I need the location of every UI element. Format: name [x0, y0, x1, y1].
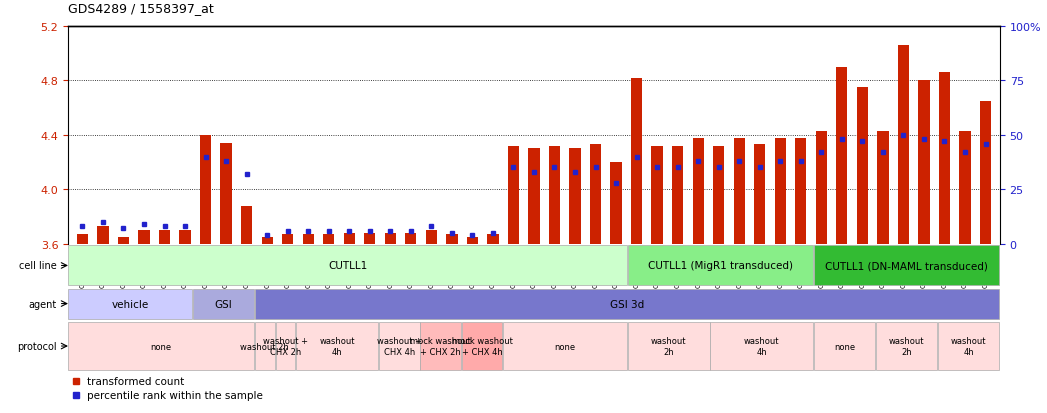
- Bar: [97, 226, 109, 244]
- Text: CUTLL1 (MigR1 transduced): CUTLL1 (MigR1 transduced): [648, 261, 793, 271]
- Text: washout +
CHX 4h: washout + CHX 4h: [377, 337, 422, 356]
- Bar: [754, 145, 765, 244]
- Text: washout 2h: washout 2h: [241, 342, 289, 351]
- Bar: [959, 131, 971, 244]
- Bar: [343, 233, 355, 244]
- Text: protocol: protocol: [17, 341, 57, 351]
- Bar: [529, 149, 539, 244]
- Bar: [200, 135, 211, 244]
- Bar: [504, 322, 627, 370]
- Text: washout
2h: washout 2h: [889, 337, 925, 356]
- Text: washout
4h: washout 4h: [319, 337, 355, 356]
- Bar: [897, 46, 909, 244]
- Bar: [814, 322, 875, 370]
- Bar: [221, 144, 231, 244]
- Text: vehicle: vehicle: [112, 299, 149, 309]
- Bar: [76, 235, 88, 244]
- Bar: [262, 237, 273, 244]
- Bar: [241, 206, 252, 244]
- Bar: [814, 246, 1000, 286]
- Bar: [421, 322, 461, 370]
- Bar: [508, 146, 519, 244]
- Bar: [939, 73, 950, 244]
- Text: washout
4h: washout 4h: [744, 337, 780, 356]
- Text: agent: agent: [28, 299, 57, 309]
- Bar: [589, 145, 601, 244]
- Bar: [631, 78, 642, 244]
- Bar: [405, 233, 417, 244]
- Text: none: none: [834, 342, 855, 351]
- Bar: [876, 322, 937, 370]
- Bar: [179, 230, 191, 244]
- Bar: [467, 237, 478, 244]
- Text: CUTLL1: CUTLL1: [328, 261, 367, 271]
- Bar: [775, 138, 786, 244]
- Text: percentile rank within the sample: percentile rank within the sample: [87, 390, 263, 400]
- Bar: [254, 289, 1000, 319]
- Text: GSI 3d: GSI 3d: [610, 299, 644, 309]
- Bar: [193, 289, 254, 319]
- Text: GSI: GSI: [215, 299, 232, 309]
- Bar: [68, 322, 254, 370]
- Bar: [138, 230, 150, 244]
- Bar: [68, 289, 192, 319]
- Bar: [446, 235, 458, 244]
- Bar: [711, 322, 814, 370]
- Bar: [324, 235, 334, 244]
- Text: mock washout
+ CHX 4h: mock washout + CHX 4h: [451, 337, 513, 356]
- Text: washout +
CHX 2h: washout + CHX 2h: [263, 337, 308, 356]
- Bar: [118, 237, 129, 244]
- Text: washout
4h: washout 4h: [951, 337, 986, 356]
- Bar: [570, 149, 581, 244]
- Bar: [68, 246, 627, 286]
- Text: transformed count: transformed count: [87, 376, 184, 386]
- Bar: [462, 322, 503, 370]
- Bar: [282, 235, 293, 244]
- Bar: [734, 138, 744, 244]
- Bar: [384, 233, 396, 244]
- Text: washout
2h: washout 2h: [651, 337, 687, 356]
- Bar: [549, 146, 560, 244]
- Bar: [379, 322, 420, 370]
- Bar: [918, 81, 930, 244]
- Bar: [159, 230, 171, 244]
- Bar: [713, 146, 725, 244]
- Text: mock washout
+ CHX 2h: mock washout + CHX 2h: [410, 337, 471, 356]
- Bar: [275, 322, 295, 370]
- Bar: [980, 102, 992, 244]
- Bar: [627, 246, 814, 286]
- Text: none: none: [555, 342, 576, 351]
- Text: GDS4289 / 1558397_at: GDS4289 / 1558397_at: [68, 2, 214, 15]
- Bar: [303, 235, 314, 244]
- Bar: [856, 88, 868, 244]
- Bar: [296, 322, 378, 370]
- Bar: [837, 68, 847, 244]
- Text: none: none: [151, 342, 172, 351]
- Bar: [651, 146, 663, 244]
- Bar: [795, 138, 806, 244]
- Bar: [877, 131, 889, 244]
- Bar: [254, 322, 274, 370]
- Bar: [487, 235, 498, 244]
- Bar: [627, 322, 710, 370]
- Bar: [610, 163, 622, 244]
- Bar: [938, 322, 1000, 370]
- Bar: [816, 131, 827, 244]
- Bar: [692, 138, 704, 244]
- Text: cell line: cell line: [19, 261, 57, 271]
- Bar: [364, 233, 376, 244]
- Bar: [672, 146, 684, 244]
- Bar: [426, 230, 437, 244]
- Text: CUTLL1 (DN-MAML transduced): CUTLL1 (DN-MAML transduced): [825, 261, 988, 271]
